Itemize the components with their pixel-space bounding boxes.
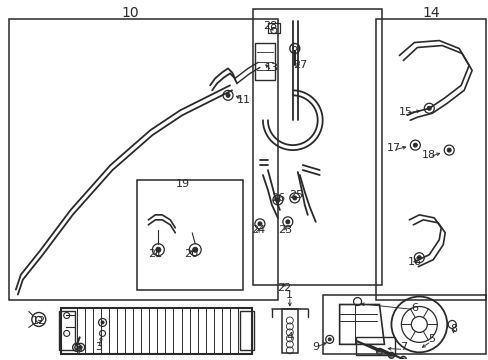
Circle shape [412,143,416,147]
Circle shape [400,356,406,360]
Circle shape [275,198,279,202]
Text: 16: 16 [407,257,421,267]
Bar [267,23,279,32]
Circle shape [427,106,430,110]
Text: 21: 21 [148,249,162,259]
Circle shape [327,338,330,341]
Text: 9: 9 [311,342,319,352]
Text: 3: 3 [95,342,102,352]
Text: 2: 2 [75,347,82,357]
Text: 28: 28 [262,21,277,31]
Circle shape [101,321,104,324]
Circle shape [387,352,394,358]
Text: 7: 7 [399,342,406,352]
Text: 1: 1 [286,289,293,300]
Text: 19: 19 [176,179,190,189]
Bar [240,311,253,350]
Bar [254,42,274,80]
Circle shape [225,93,229,97]
Text: 5: 5 [427,334,434,345]
Circle shape [192,247,197,252]
Text: 11: 11 [237,95,250,105]
Bar [9,19,277,300]
Bar [252,9,382,285]
Bar [59,311,75,350]
Text: 15: 15 [398,107,411,117]
Text: 20: 20 [184,249,198,259]
Text: 24: 24 [250,225,264,235]
Circle shape [376,348,382,354]
Text: 22: 22 [276,283,290,293]
Text: 8: 8 [450,324,457,334]
Text: 23: 23 [277,225,291,235]
Circle shape [79,346,82,349]
Text: 12: 12 [32,316,46,327]
Bar [376,19,485,300]
Text: 10: 10 [122,6,139,20]
Text: 13: 13 [264,63,278,73]
Bar [355,337,395,355]
Bar [322,294,485,354]
Circle shape [285,220,289,224]
Circle shape [447,148,450,152]
Circle shape [75,345,79,349]
Circle shape [258,222,262,226]
Text: 26: 26 [270,193,285,203]
Text: 27: 27 [292,60,306,71]
Text: 18: 18 [421,150,435,160]
Bar [61,307,251,354]
Circle shape [292,196,296,200]
Bar [137,180,243,289]
Text: 14: 14 [422,6,439,20]
Text: 6: 6 [410,302,417,312]
Text: 17: 17 [386,143,400,153]
Circle shape [156,247,161,252]
Text: 25: 25 [288,190,302,200]
Text: 4: 4 [285,332,293,342]
Circle shape [416,256,421,260]
Bar [281,310,297,353]
